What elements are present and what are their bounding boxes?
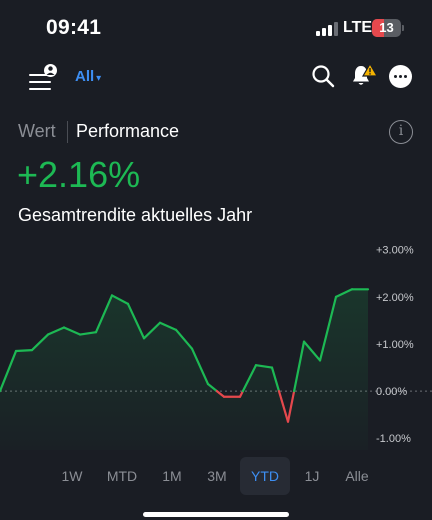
range-option-ytd[interactable]: YTD <box>240 457 290 495</box>
series-line-segment <box>30 333 50 352</box>
series-line-segment <box>158 321 178 331</box>
range-option-3m[interactable]: 3M <box>207 468 227 484</box>
battery-level: 13 <box>379 20 394 35</box>
network-type: LTE <box>343 19 373 36</box>
series-line-segment <box>174 328 194 350</box>
search-icon[interactable] <box>311 64 335 88</box>
chart-area <box>0 289 368 450</box>
status-bar: 09:41 LTE 13 <box>0 0 432 56</box>
series-line-segment <box>206 382 218 393</box>
series-line-segment <box>126 302 146 340</box>
range-option-1w[interactable]: 1W <box>61 468 83 484</box>
account-filter-dropdown[interactable]: All ▾ <box>75 68 101 85</box>
range-option-alle[interactable]: Alle <box>345 468 369 484</box>
battery-icon: 13 <box>372 19 401 37</box>
performance-value: +2.16% <box>17 154 141 195</box>
series-line-segment <box>46 326 66 336</box>
chevron-down-icon: ▾ <box>96 73 102 84</box>
y-tick-label: 0.00% <box>376 386 407 398</box>
series-line-segment <box>241 364 258 393</box>
y-tick-label: +3.00% <box>376 245 414 257</box>
y-tick-label: -1.00% <box>376 433 411 445</box>
performance-chart[interactable]: +3.00% +2.00% +1.00% 0.00% -1.00% <box>0 245 432 450</box>
series-line-segment <box>302 340 322 362</box>
series-line-segment <box>334 288 354 298</box>
y-tick-label: +2.00% <box>376 292 414 304</box>
account-filter-label: All <box>75 68 95 85</box>
menu-user-icon[interactable] <box>26 64 60 94</box>
series-line-segment <box>270 366 281 393</box>
home-indicator <box>143 512 289 517</box>
series-line-segment <box>318 295 338 362</box>
series-line-segment <box>190 347 210 386</box>
y-tick-label: +1.00% <box>376 339 414 351</box>
tab-divider <box>67 121 68 143</box>
performance-label: Gesamtrendite aktuelles Jahr <box>18 205 253 225</box>
range-option-mtd[interactable]: MTD <box>106 468 138 484</box>
status-time: 09:41 <box>46 16 102 39</box>
series-line-segment <box>142 321 162 340</box>
range-option-1m[interactable]: 1M <box>162 468 182 484</box>
range-option-1j[interactable]: 1J <box>304 468 320 484</box>
series-line-segment <box>94 294 114 334</box>
series-line-segment <box>215 389 226 398</box>
series-line-segment <box>14 348 34 353</box>
tab-performance[interactable]: Performance <box>76 121 180 141</box>
more-icon[interactable] <box>389 65 412 88</box>
series-line-segment <box>277 389 290 423</box>
tab-wert[interactable]: Wert <box>18 121 56 141</box>
series-line-segment <box>254 364 274 369</box>
series-line-segment <box>0 349 18 393</box>
series-line-segment <box>78 331 98 336</box>
series-line-segment <box>62 326 82 336</box>
series-line-segment <box>293 340 306 393</box>
series-line-segment <box>110 294 130 306</box>
signal-strength-icon <box>316 22 338 36</box>
series-line-segment <box>286 389 296 423</box>
info-icon[interactable]: i <box>389 120 413 144</box>
bell-alert-icon[interactable] <box>350 62 379 89</box>
